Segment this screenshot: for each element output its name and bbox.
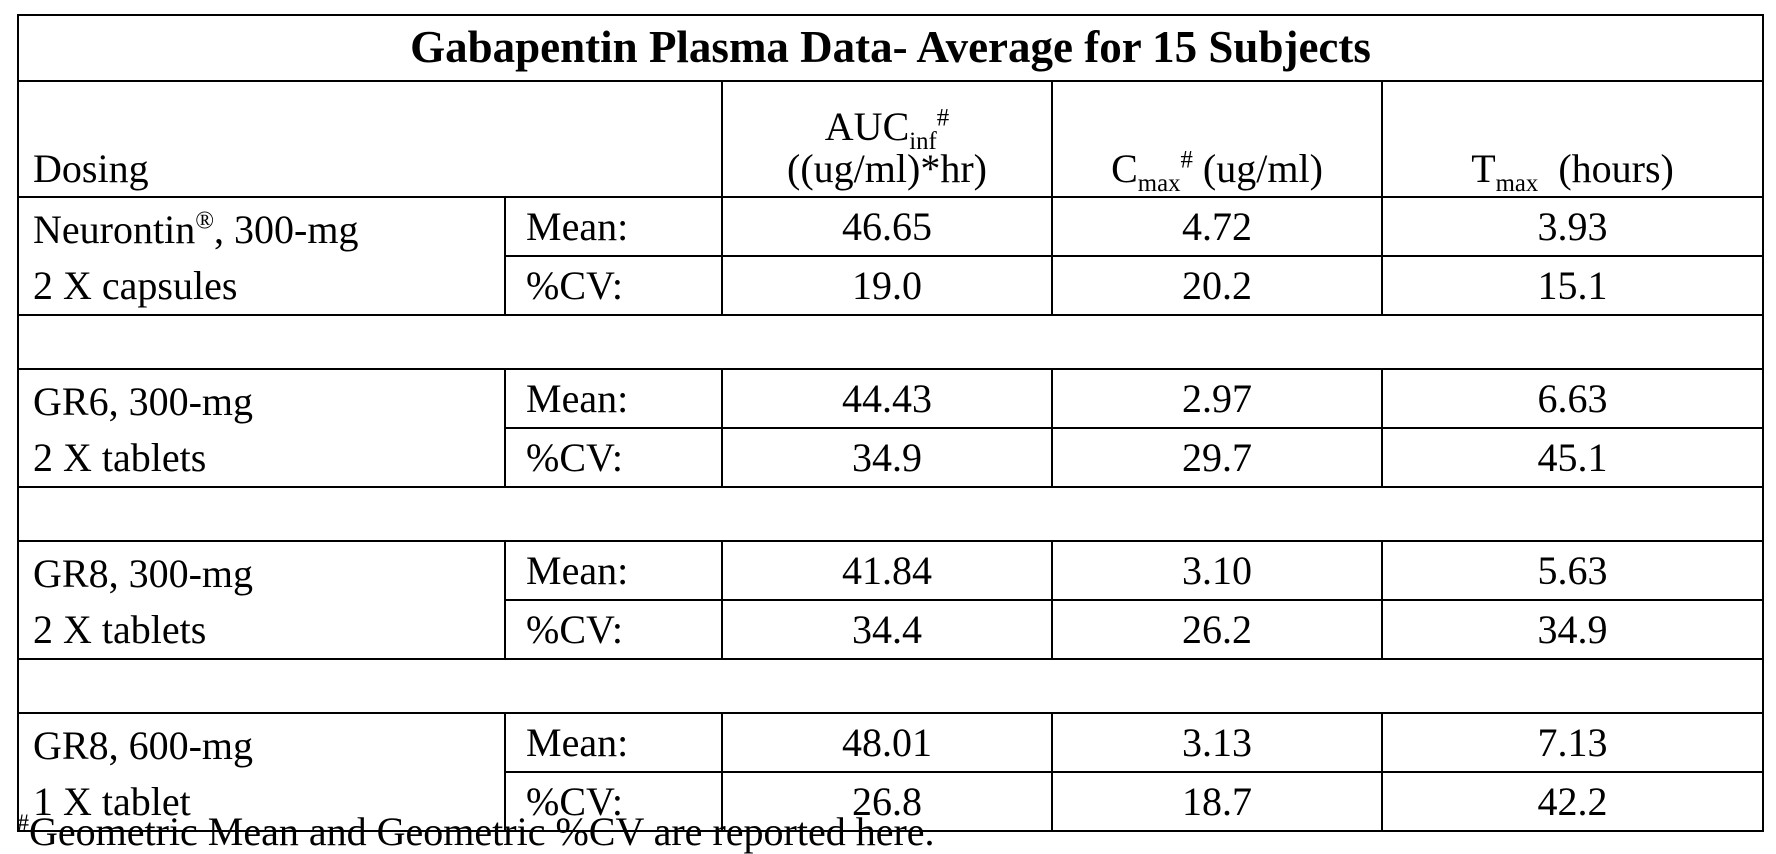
cmax-footnote-mark: # <box>1181 147 1193 174</box>
table-row: GR6, 300-mg 2 X tablets Mean: 44.43 2.97… <box>18 369 1763 428</box>
dosing-cell-gr8-300: GR8, 300-mg 2 X tablets <box>18 541 505 659</box>
dosing-strength: , 300-mg <box>214 207 358 252</box>
tmax-mean-value: 6.63 <box>1382 369 1763 428</box>
dosing-line2: 2 X tablets <box>33 602 504 658</box>
header-auc-unit: ((ug/ml)*hr) <box>723 148 1051 190</box>
gabapentin-plasma-table: Gabapentin Plasma Data- Average for 15 S… <box>17 14 1764 832</box>
dosing-line1: Neurontin®, 300-mg <box>33 202 504 258</box>
auc-label: AUC <box>825 104 909 149</box>
dosing-line1: GR6, 300-mg <box>33 374 504 430</box>
cmax-cv-value: 20.2 <box>1052 256 1382 315</box>
dosing-line2: 2 X capsules <box>33 258 504 314</box>
table-title: Gabapentin Plasma Data- Average for 15 S… <box>18 15 1763 81</box>
cv-label: %CV: <box>505 428 722 487</box>
auc-cv-value: 19.0 <box>722 256 1052 315</box>
auc-mean-value: 46.65 <box>722 197 1052 256</box>
auc-mean-value: 41.84 <box>722 541 1052 600</box>
cv-label: %CV: <box>505 256 722 315</box>
table-row: GR8, 600-mg 1 X tablet Mean: 48.01 3.13 … <box>18 713 1763 772</box>
dosing-line1: GR8, 600-mg <box>33 718 504 774</box>
dosing-cell-gr6-300: GR6, 300-mg 2 X tablets <box>18 369 505 487</box>
tmax-cv-value: 34.9 <box>1382 600 1763 659</box>
cmax-label: C <box>1111 146 1138 191</box>
tmax-mean-value: 3.93 <box>1382 197 1763 256</box>
dosing-name: Neurontin <box>33 207 195 252</box>
header-row: Dosing AUCinf# ((ug/ml)*hr) Cmax# (ug/ml… <box>18 81 1763 197</box>
cmax-unit: (ug/ml) <box>1203 146 1323 191</box>
mean-label: Mean: <box>505 369 722 428</box>
spacer-cell <box>18 487 1763 541</box>
tmax-label: T <box>1471 146 1495 191</box>
header-cmax: Cmax# (ug/ml) <box>1052 81 1382 197</box>
dosing-cell-neurontin: Neurontin®, 300-mg 2 X capsules <box>18 197 505 315</box>
header-auc-name: AUCinf# <box>723 106 1051 148</box>
mean-label: Mean: <box>505 541 722 600</box>
auc-mean-value: 44.43 <box>722 369 1052 428</box>
cmax-mean-value: 3.13 <box>1052 713 1382 772</box>
tmax-cv-value: 15.1 <box>1382 256 1763 315</box>
data-table-container: Gabapentin Plasma Data- Average for 15 S… <box>17 14 1762 832</box>
mean-label: Mean: <box>505 713 722 772</box>
header-auc: AUCinf# ((ug/ml)*hr) <box>722 81 1052 197</box>
footnote-text: Geometric Mean and Geometric %CV are rep… <box>29 809 935 854</box>
tmax-cv-value: 45.1 <box>1382 428 1763 487</box>
cmax-cv-value: 18.7 <box>1052 772 1382 831</box>
footnote-mark: # <box>17 811 29 837</box>
tmax-unit: (hours) <box>1558 146 1674 191</box>
header-tmax: Tmax (hours) <box>1382 81 1763 197</box>
spacer-row <box>18 487 1763 541</box>
cmax-mean-value: 4.72 <box>1052 197 1382 256</box>
dosing-line1: GR8, 300-mg <box>33 546 504 602</box>
registered-mark: ® <box>195 208 214 235</box>
cmax-subscript: max <box>1138 170 1181 197</box>
tmax-mean-value: 7.13 <box>1382 713 1763 772</box>
cmax-cv-value: 29.7 <box>1052 428 1382 487</box>
cmax-mean-value: 3.10 <box>1052 541 1382 600</box>
tmax-mean-value: 5.63 <box>1382 541 1763 600</box>
title-row: Gabapentin Plasma Data- Average for 15 S… <box>18 15 1763 81</box>
mean-label: Mean: <box>505 197 722 256</box>
cmax-cv-value: 26.2 <box>1052 600 1382 659</box>
tmax-subscript: max <box>1496 170 1539 197</box>
spacer-cell <box>18 659 1763 713</box>
auc-mean-value: 48.01 <box>722 713 1052 772</box>
spacer-row <box>18 315 1763 369</box>
table-footnote: #Geometric Mean and Geometric %CV are re… <box>17 812 935 852</box>
dosing-line2: 2 X tablets <box>33 430 504 486</box>
table-row: Neurontin®, 300-mg 2 X capsules Mean: 46… <box>18 197 1763 256</box>
auc-footnote-mark: # <box>937 105 949 132</box>
tmax-cv-value: 42.2 <box>1382 772 1763 831</box>
spacer-cell <box>18 315 1763 369</box>
spacer-row <box>18 659 1763 713</box>
cv-label: %CV: <box>505 600 722 659</box>
header-dosing: Dosing <box>18 81 722 197</box>
table-row: GR8, 300-mg 2 X tablets Mean: 41.84 3.10… <box>18 541 1763 600</box>
auc-cv-value: 34.4 <box>722 600 1052 659</box>
auc-cv-value: 34.9 <box>722 428 1052 487</box>
cmax-mean-value: 2.97 <box>1052 369 1382 428</box>
